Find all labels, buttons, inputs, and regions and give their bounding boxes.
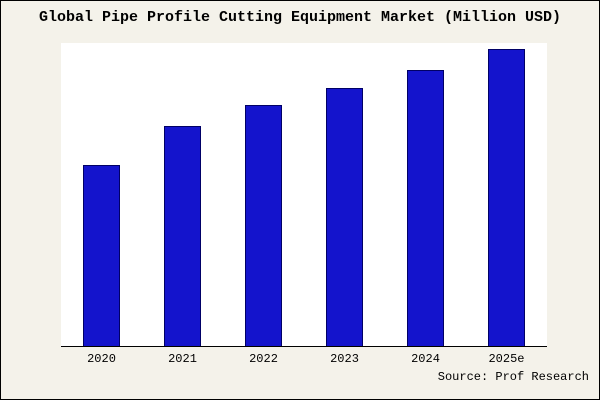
bar-slot [466, 43, 547, 346]
source-note: Source: Prof Research [437, 370, 589, 384]
bar [326, 87, 363, 346]
chart-title: Global Pipe Profile Cutting Equipment Ma… [38, 9, 562, 26]
x-axis-labels: 2020 2021 2022 2023 2024 2025e [61, 352, 547, 366]
bar-slot [61, 43, 142, 346]
bar [245, 105, 282, 346]
plot-area [61, 43, 547, 347]
bar [407, 69, 444, 346]
x-tick-label: 2020 [87, 352, 116, 366]
x-tick-label: 2022 [249, 352, 278, 366]
bar [488, 48, 525, 346]
x-tick-label: 2021 [168, 352, 197, 366]
bar-slot [142, 43, 223, 346]
x-tick-label: 2025e [488, 352, 525, 366]
bar [164, 126, 201, 346]
bar [83, 164, 120, 346]
bar-slot [223, 43, 304, 346]
x-tick-label: 2024 [411, 352, 440, 366]
bar-slot [304, 43, 385, 346]
bar-slot [385, 43, 466, 346]
x-tick-label: 2023 [330, 352, 359, 366]
